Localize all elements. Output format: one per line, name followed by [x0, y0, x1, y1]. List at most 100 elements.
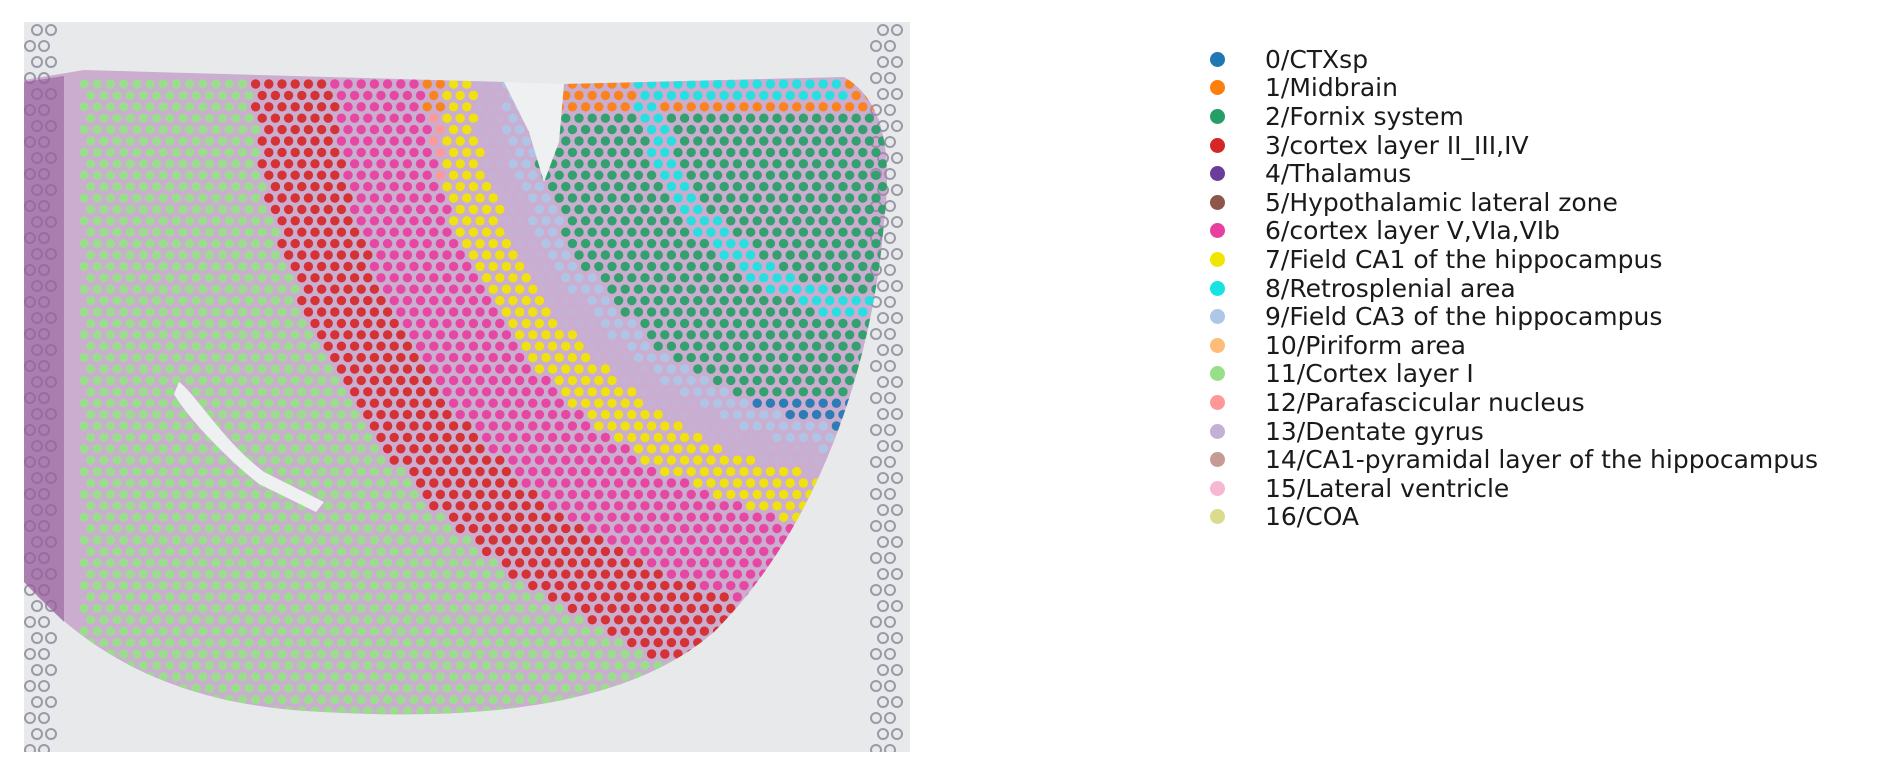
tissue-spot	[92, 216, 102, 226]
tissue-spot	[798, 159, 809, 169]
tissue-spot	[871, 216, 881, 226]
tissue-spot	[283, 113, 294, 123]
tissue-spot	[508, 341, 518, 351]
tissue-spot	[528, 535, 538, 545]
tissue-spot	[541, 307, 551, 317]
tissue-spot	[712, 535, 723, 545]
tissue-spot	[257, 523, 267, 534]
tissue-spot	[455, 501, 465, 511]
tissue-spot	[382, 307, 393, 317]
tissue-spot	[211, 512, 221, 522]
tissue-spot	[495, 250, 505, 260]
tissue-spot	[640, 295, 650, 306]
tissue-spot	[448, 580, 459, 591]
tissue-spot	[151, 455, 162, 465]
tissue-spot	[237, 580, 248, 591]
tissue-spot	[719, 592, 729, 602]
tissue-spot	[184, 124, 195, 135]
tissue-spot	[706, 181, 716, 192]
tissue-spot	[567, 261, 578, 272]
tissue-spot	[653, 90, 663, 101]
tissue-spot	[699, 102, 710, 112]
fiducial-spot	[884, 328, 896, 340]
tissue-spot	[858, 193, 868, 203]
tissue-spot	[85, 227, 96, 237]
tissue-spot	[534, 227, 545, 237]
tissue-spot	[792, 307, 802, 317]
tissue-spot	[805, 307, 815, 317]
tissue-spot	[488, 330, 498, 340]
tissue-spot	[772, 227, 782, 237]
tissue-spot	[270, 250, 281, 260]
tissue-spot	[310, 90, 320, 101]
tissue-spot	[693, 159, 703, 169]
tissue-spot	[554, 535, 564, 545]
tissue-spot	[514, 626, 525, 636]
tissue-spot	[825, 341, 835, 351]
tissue-spot	[468, 318, 479, 329]
tissue-spot	[211, 649, 221, 659]
tissue-spot	[778, 512, 789, 522]
tissue-spot	[277, 558, 287, 568]
fiducial-spot	[877, 472, 889, 484]
tissue-spot	[825, 432, 835, 443]
tissue-spot	[858, 330, 868, 340]
tissue-spot	[85, 159, 96, 169]
tissue-spot	[587, 683, 597, 693]
tissue-spot	[693, 569, 703, 579]
tissue-spot	[99, 478, 109, 488]
fiducial-spot	[884, 488, 896, 500]
tissue-spot	[759, 181, 769, 192]
tissue-spot	[554, 603, 564, 614]
tissue-spot	[402, 660, 413, 671]
tissue-spot	[198, 580, 208, 591]
tissue-spot	[620, 124, 630, 135]
tissue-spot	[858, 124, 868, 135]
tissue-spot	[237, 238, 248, 249]
tissue-spot	[693, 501, 703, 511]
tissue-spot	[112, 318, 122, 329]
tissue-spot	[382, 124, 393, 135]
tissue-spot	[198, 626, 208, 636]
legend-color-dot	[1210, 108, 1225, 124]
tissue-spot	[778, 466, 789, 477]
tissue-spot	[574, 113, 584, 123]
fiducial-spot	[884, 584, 896, 596]
tissue-spot	[699, 444, 710, 454]
tissue-spot	[336, 660, 347, 671]
tissue-spot	[429, 159, 439, 169]
tissue-spot	[409, 124, 419, 135]
tissue-spot	[825, 387, 835, 397]
tissue-spot	[382, 352, 393, 363]
tissue-spot	[99, 90, 109, 101]
tissue-spot	[204, 181, 215, 192]
tissue-spot	[607, 649, 617, 659]
tissue-spot	[561, 546, 571, 557]
tissue-spot	[838, 90, 848, 101]
tissue-spot	[541, 603, 551, 614]
tissue-spot	[712, 444, 723, 454]
tissue-spot	[343, 124, 353, 135]
tissue-spot	[118, 193, 129, 203]
tissue-spot	[501, 284, 512, 294]
tissue-spot	[171, 672, 182, 682]
tissue-spot	[112, 90, 122, 101]
tissue-spot	[92, 238, 102, 249]
tissue-spot	[171, 352, 182, 363]
tissue-spot	[349, 250, 360, 260]
fiducial-spot	[24, 712, 36, 724]
tissue-spot	[534, 523, 545, 534]
tissue-spot	[759, 273, 769, 283]
tissue-spot	[811, 227, 822, 237]
tissue-spot	[415, 637, 426, 648]
tissue-spot	[369, 330, 380, 340]
tissue-spot	[627, 569, 637, 579]
tissue-spot	[217, 409, 228, 420]
tissue-spot	[138, 478, 149, 488]
tissue-spot	[224, 170, 234, 180]
tissue-spot	[468, 683, 479, 693]
tissue-spot	[574, 204, 584, 215]
tissue-spot	[376, 592, 386, 602]
tissue-spot	[112, 592, 122, 602]
tissue-spot	[666, 250, 677, 260]
